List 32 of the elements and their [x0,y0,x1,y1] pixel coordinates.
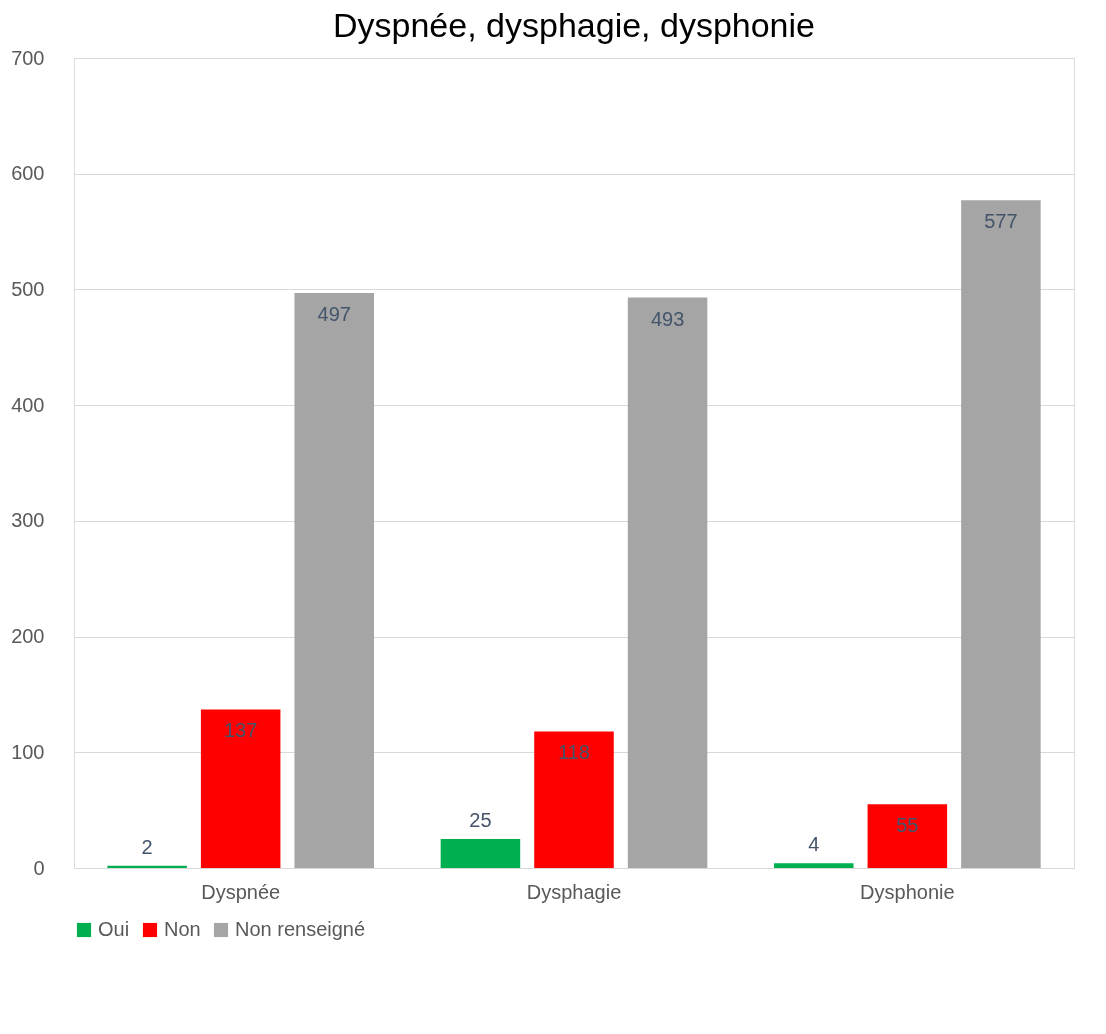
data-label: 497 [317,302,351,325]
y-tick-label: 200 [11,625,45,648]
bar [961,200,1041,868]
bar [774,863,854,868]
y-tick-label: 700 [11,46,45,69]
y-tick-label: 100 [11,740,45,763]
y-tick-label: 0 [33,856,45,879]
data-label: 118 [558,741,590,764]
legend-label: Non renseigné [235,918,366,940]
y-tick-label: 400 [11,393,45,416]
data-label: 2 [141,835,153,858]
data-label: 493 [650,307,685,330]
data-label: 25 [469,809,492,832]
data-label: 137 [223,719,258,742]
bar [440,839,521,868]
data-label: 577 [984,210,1018,233]
y-tick-label: 600 [11,162,45,185]
legend-label: Non [164,918,201,940]
x-tick-label: Dyspnée [201,880,281,903]
bar [294,292,374,868]
chart-title: Dyspnée, dysphagie, dysphonie [333,6,815,44]
bar [200,709,281,868]
data-label: 4 [808,833,820,856]
y-tick-label: 500 [11,277,45,300]
data-label: 55 [896,814,919,837]
bar [867,804,948,868]
legend-label: Oui [98,918,130,940]
bar [627,297,708,868]
y-tick-label: 300 [11,509,45,532]
x-tick-label: Dysphonie [860,880,955,903]
bar [534,731,614,868]
x-tick-label: Dysphagie [526,880,622,903]
